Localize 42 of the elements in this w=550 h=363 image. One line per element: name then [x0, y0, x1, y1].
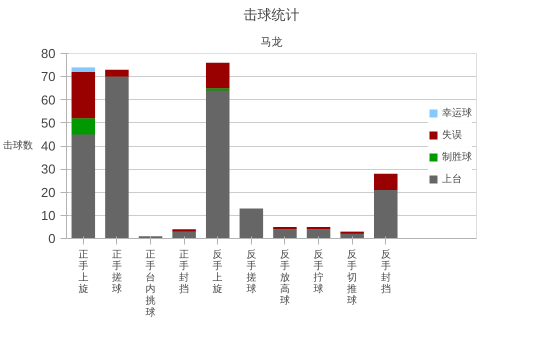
bar — [105, 70, 129, 77]
x-tick-label: 反手上旋 — [212, 248, 223, 296]
x-tick-label: 反手切推球 — [347, 248, 358, 307]
legend-label: 上台 — [442, 172, 462, 186]
bar — [206, 62, 230, 88]
bar — [240, 208, 264, 238]
bar — [105, 76, 129, 238]
bar — [206, 90, 230, 238]
y-tick-label: 50 — [41, 115, 56, 130]
x-tick-label: 正手搓球 — [112, 250, 122, 296]
bar — [72, 72, 96, 118]
x-tick-label: 正手上旋 — [78, 250, 88, 296]
bar — [273, 229, 297, 238]
bar — [72, 134, 96, 238]
y-tick-label: 10 — [41, 208, 56, 223]
chart-subtitle: 马龙 — [260, 36, 282, 48]
x-tick-label: 反手放高球 — [280, 248, 290, 307]
bar — [306, 229, 330, 238]
y-axis-title: 击球数 — [3, 140, 34, 152]
bar — [72, 118, 96, 134]
bar — [72, 67, 96, 72]
bar — [273, 226, 297, 230]
bar — [374, 174, 398, 190]
y-tick-label: 60 — [41, 92, 56, 108]
y-tick-label: 40 — [41, 138, 56, 154]
bar — [306, 226, 330, 230]
x-tick-label: 反手拧球 — [314, 248, 324, 296]
y-tick-label: 20 — [41, 184, 56, 200]
y-tick-label: 0 — [48, 231, 56, 246]
legend-label: 失误 — [442, 128, 462, 142]
x-tick-label: 正手台内挑球 — [146, 250, 156, 318]
legend-label: 幸运球 — [442, 106, 472, 120]
x-tick-label: 反手封挡 — [380, 248, 391, 296]
legend-label: 制胜球 — [442, 150, 472, 164]
y-tick-label: 30 — [41, 162, 56, 177]
x-tick-label: 正手封挡 — [179, 250, 190, 296]
y-tick-label: 70 — [41, 69, 56, 84]
y-tick-label: 80 — [41, 46, 56, 61]
x-tick-label: 反手搓球 — [246, 248, 256, 296]
bar — [172, 232, 196, 238]
bar — [374, 190, 398, 238]
chart-title: 击球统计 — [244, 8, 300, 24]
